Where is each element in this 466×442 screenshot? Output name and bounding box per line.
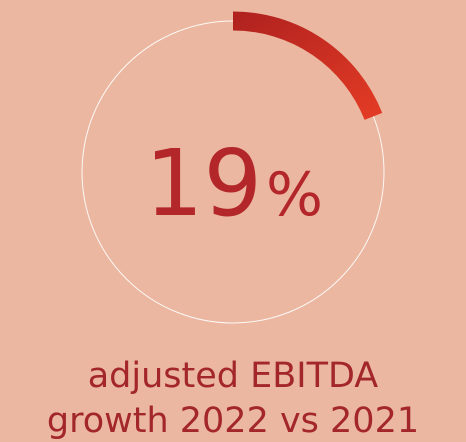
gauge-arc [232,11,383,121]
kpi-value: 19 [145,130,262,237]
caption-line: adjusted EBITDA [88,356,379,396]
kpi-unit: % [266,160,323,230]
caption-line: growth 2022 vs 2021 [47,401,419,441]
